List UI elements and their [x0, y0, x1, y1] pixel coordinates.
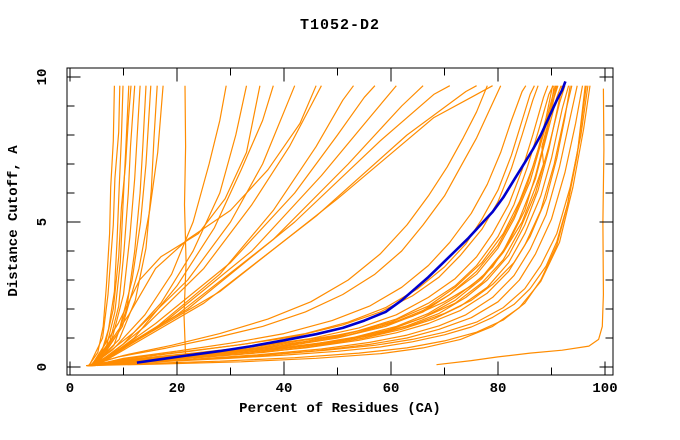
y-tick-label: 5 — [35, 218, 51, 226]
prediction-curve — [92, 85, 158, 367]
prediction-curve — [93, 85, 493, 367]
prediction-curve — [94, 85, 557, 367]
prediction-curve — [96, 85, 274, 367]
y-tick-label: 10 — [35, 69, 51, 86]
prediction-curve — [91, 85, 132, 366]
x-tick-label: 80 — [490, 381, 507, 397]
highlighted-curve — [136, 80, 567, 364]
prediction-curve — [91, 85, 535, 367]
prediction-curve — [85, 85, 591, 367]
prediction-curve — [93, 85, 248, 367]
x-tick-label: 60 — [383, 381, 400, 397]
prediction-curve — [436, 88, 605, 366]
prediction-curve — [96, 85, 376, 367]
prediction-curve — [90, 85, 261, 366]
prediction-curve — [92, 85, 527, 367]
chart-title: T1052-D2 — [300, 17, 380, 34]
prediction-curve — [183, 85, 187, 357]
prediction-curve — [90, 85, 555, 367]
prediction-curves — [85, 80, 605, 367]
prediction-curve — [87, 85, 587, 367]
prediction-curve — [93, 85, 397, 367]
x-tick-label: 100 — [592, 381, 617, 397]
plot-border — [66, 67, 614, 376]
x-tick-label: 0 — [66, 381, 74, 397]
prediction-curve — [96, 85, 322, 367]
prediction-curve — [96, 85, 477, 367]
prediction-curve — [91, 85, 451, 367]
x-tick-label: 20 — [169, 381, 186, 397]
axis-ticks — [67, 68, 613, 375]
y-axis-label: Distance Cutoff, A — [6, 145, 22, 297]
y-tick-label: 0 — [35, 363, 51, 371]
prediction-curve — [89, 85, 488, 367]
prediction-curve — [87, 85, 586, 367]
x-axis-label: Percent of Residues (CA) — [239, 401, 441, 417]
prediction-curve — [91, 85, 227, 367]
prediction-curve — [96, 85, 164, 366]
prediction-curve — [88, 85, 502, 367]
axis-tick-labels: 0 20 40 60 80 100 0 5 10 — [35, 69, 618, 397]
plot-frame — [66, 67, 614, 376]
x-tick-label: 40 — [276, 381, 293, 397]
prediction-curve — [90, 85, 578, 367]
prediction-curve — [88, 85, 115, 366]
prediction-curve — [88, 85, 121, 366]
prediction-curve — [90, 85, 141, 366]
prediction-curve — [91, 85, 296, 367]
prediction-curve — [93, 85, 317, 366]
